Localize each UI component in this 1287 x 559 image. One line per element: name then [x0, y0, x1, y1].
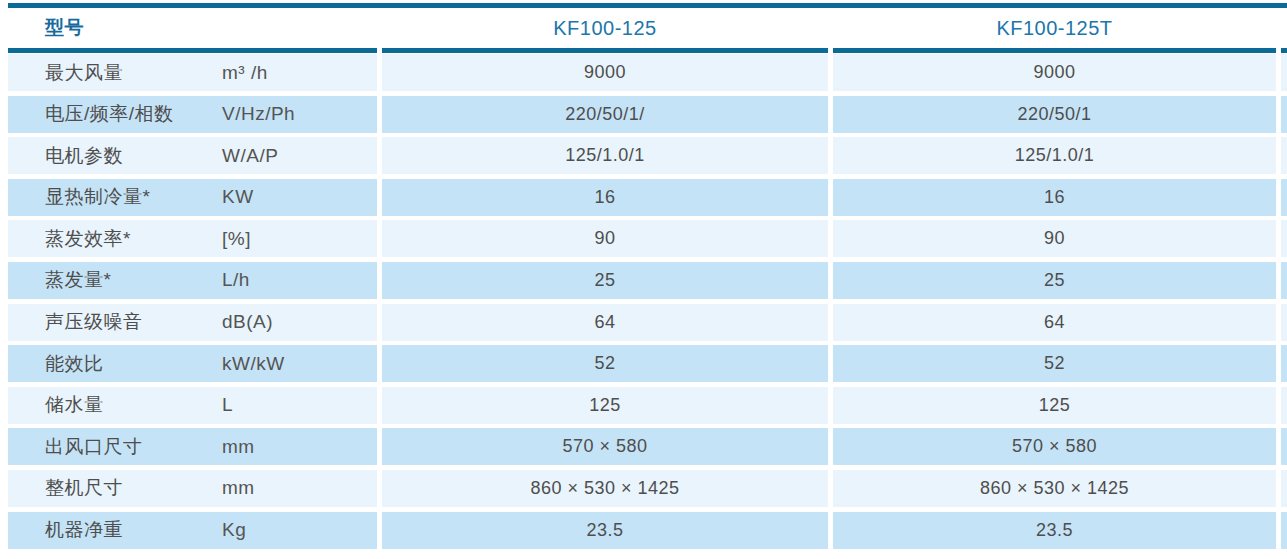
spec-value-model2: 25	[833, 262, 1276, 299]
spec-label-cell: 出风口尺寸 mm	[8, 428, 377, 465]
table-row: 整机尺寸 mm 860 × 530 × 1425 860 × 530 × 142…	[8, 470, 1287, 507]
spec-value-model1: 23.5	[382, 512, 828, 549]
spec-label: 显热制冷量*	[45, 184, 150, 210]
cropped-column-sliver	[1281, 220, 1287, 257]
spec-value-model2: 23.5	[833, 512, 1276, 549]
spec-label: 蒸发量*	[45, 267, 111, 293]
spec-unit: m³ /h	[222, 62, 268, 84]
cropped-column-sliver	[1281, 304, 1287, 341]
header-model-column-label: 型号	[8, 15, 84, 41]
spec-label: 储水量	[45, 392, 104, 418]
spec-value-model1: 220/50/1/	[382, 96, 828, 133]
table-row: 机器净重 Kg 23.5 23.5	[8, 512, 1287, 549]
spec-value-model2: 9000	[833, 54, 1276, 91]
spec-table: 型号 KF100-125 KF100-125T 最大风量 m³ /h 9000 …	[8, 3, 1287, 549]
table-row: 声压级噪音 dB(A) 64 64	[8, 304, 1287, 341]
spec-label: 机器净重	[45, 517, 123, 543]
spec-value-model1: 90	[382, 220, 828, 257]
spec-label: 电压/频率/相数	[45, 101, 174, 127]
spec-label-cell: 电机参数 W/A/P	[8, 137, 377, 174]
divider-segment	[8, 48, 377, 53]
spec-label-cell: 电压/频率/相数 V/Hz/Ph	[8, 96, 377, 133]
table-row: 储水量 L 125 125	[8, 387, 1287, 424]
table-row: 电机参数 W/A/P 125/1.0/1 125/1.0/1	[8, 137, 1287, 174]
spec-value-model2: 16	[833, 179, 1276, 216]
cropped-column-sliver	[1281, 345, 1287, 382]
cropped-column-sliver	[1281, 262, 1287, 299]
cropped-column-sliver	[1281, 470, 1287, 507]
spec-unit: dB(A)	[222, 311, 273, 333]
spec-value-model1: 860 × 530 × 1425	[382, 470, 828, 507]
spec-unit: V/Hz/Ph	[222, 103, 295, 125]
spec-label: 能效比	[45, 351, 104, 377]
spec-label-cell: 声压级噪音 dB(A)	[8, 304, 377, 341]
header-model-2: KF100-125T	[833, 8, 1276, 48]
spec-value-model2: 52	[833, 345, 1276, 382]
spec-value-model1: 16	[382, 179, 828, 216]
spec-value-model1: 25	[382, 262, 828, 299]
spec-value-model1: 125	[382, 387, 828, 424]
spec-label-cell: 显热制冷量* KW	[8, 179, 377, 216]
spec-sheet-page: 型号 KF100-125 KF100-125T 最大风量 m³ /h 9000 …	[0, 0, 1287, 559]
table-row: 出风口尺寸 mm 570 × 580 570 × 580	[8, 428, 1287, 465]
spec-value-model2: 220/50/1	[833, 96, 1276, 133]
spec-value-model1: 52	[382, 345, 828, 382]
spec-label: 电机参数	[45, 143, 123, 169]
spec-unit: kW/kW	[222, 353, 285, 375]
header-sliver-cell	[1281, 8, 1287, 48]
cropped-column-sliver	[1281, 428, 1287, 465]
spec-value-model2: 125/1.0/1	[833, 137, 1276, 174]
spec-label: 蒸发效率*	[45, 226, 131, 252]
cropped-column-sliver	[1281, 54, 1287, 91]
spec-label: 声压级噪音	[45, 309, 143, 335]
spec-value-model2: 125	[833, 387, 1276, 424]
spec-label-cell: 机器净重 Kg	[8, 512, 377, 549]
table-row: 显热制冷量* KW 16 16	[8, 179, 1287, 216]
table-row: 最大风量 m³ /h 9000 9000	[8, 54, 1287, 91]
table-header-row: 型号 KF100-125 KF100-125T	[8, 8, 1287, 48]
spec-label-cell: 最大风量 m³ /h	[8, 54, 377, 91]
spec-label-cell: 储水量 L	[8, 387, 377, 424]
header-model-1: KF100-125	[382, 8, 828, 48]
spec-unit: W/A/P	[222, 145, 278, 167]
cropped-column-sliver	[1281, 96, 1287, 133]
spec-unit: [%]	[222, 228, 251, 250]
table-row: 蒸发量* L/h 25 25	[8, 262, 1287, 299]
spec-value-model2: 90	[833, 220, 1276, 257]
spec-label: 出风口尺寸	[45, 434, 143, 460]
spec-label: 整机尺寸	[45, 475, 123, 501]
spec-unit: mm	[222, 477, 255, 499]
spec-unit: L/h	[222, 269, 250, 291]
table-body: 最大风量 m³ /h 9000 9000 电压/频率/相数 V/Hz/Ph 22…	[8, 54, 1287, 549]
divider-segment	[833, 48, 1276, 53]
cropped-column-sliver	[1281, 387, 1287, 424]
spec-value-model2: 860 × 530 × 1425	[833, 470, 1276, 507]
spec-unit: mm	[222, 436, 255, 458]
spec-value-model1: 64	[382, 304, 828, 341]
cropped-column-sliver	[1281, 137, 1287, 174]
spec-value-model1: 9000	[382, 54, 828, 91]
spec-label-cell: 蒸发量* L/h	[8, 262, 377, 299]
table-row: 能效比 kW/kW 52 52	[8, 345, 1287, 382]
cropped-column-sliver	[1281, 512, 1287, 549]
table-row: 蒸发效率* [%] 90 90	[8, 220, 1287, 257]
spec-label: 最大风量	[45, 60, 123, 86]
cropped-column-sliver	[1281, 179, 1287, 216]
spec-value-model1: 570 × 580	[382, 428, 828, 465]
spec-unit: L	[222, 394, 233, 416]
divider-segment	[382, 48, 828, 53]
spec-label-cell: 蒸发效率* [%]	[8, 220, 377, 257]
spec-label-cell: 整机尺寸 mm	[8, 470, 377, 507]
spec-unit: Kg	[222, 519, 246, 541]
table-header-divider-bar	[8, 48, 1287, 53]
divider-segment	[1281, 48, 1287, 53]
table-row: 电压/频率/相数 V/Hz/Ph 220/50/1/ 220/50/1	[8, 96, 1287, 133]
header-model-column-cell: 型号	[8, 8, 377, 48]
spec-label-cell: 能效比 kW/kW	[8, 345, 377, 382]
spec-value-model1: 125/1.0/1	[382, 137, 828, 174]
spec-unit: KW	[222, 186, 254, 208]
spec-value-model2: 64	[833, 304, 1276, 341]
spec-value-model2: 570 × 580	[833, 428, 1276, 465]
